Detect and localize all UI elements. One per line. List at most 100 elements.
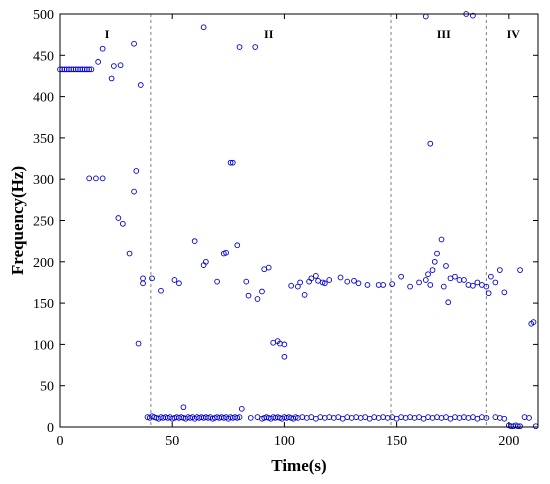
data-point	[465, 415, 472, 421]
data-point	[501, 415, 508, 422]
data-point	[317, 414, 324, 420]
data-point	[126, 250, 133, 257]
data-point	[438, 236, 445, 243]
y-tick-label: 200	[33, 256, 54, 271]
x-tick-label: 100	[274, 434, 295, 449]
data-point	[299, 414, 306, 420]
data-point	[131, 40, 137, 47]
data-point	[422, 13, 429, 20]
data-point	[452, 273, 458, 280]
data-point	[236, 414, 243, 420]
y-tick-label: 500	[33, 8, 54, 23]
data-point	[326, 277, 333, 283]
data-point	[281, 341, 288, 348]
data-point	[133, 168, 140, 174]
data-point	[384, 415, 391, 421]
data-point	[247, 415, 254, 421]
data-point	[526, 415, 532, 421]
data-point	[461, 414, 467, 420]
data-point	[86, 175, 93, 182]
data-point	[238, 405, 245, 412]
data-point	[407, 414, 413, 420]
data-point	[297, 279, 303, 286]
data-point	[530, 319, 537, 325]
data-point	[191, 238, 198, 245]
data-point	[158, 287, 164, 294]
x-tick-label: 150	[386, 434, 407, 449]
data-point	[86, 66, 93, 73]
y-tick-label: 300	[33, 173, 54, 188]
data-point	[496, 415, 503, 421]
data-point	[452, 414, 458, 420]
region-dividers	[150, 14, 487, 427]
region-labels: I II III IV	[105, 27, 521, 41]
data-point	[355, 280, 362, 287]
data-point	[176, 280, 182, 287]
data-point	[427, 140, 434, 147]
data-point	[203, 258, 209, 265]
x-tick-label: 0	[57, 434, 64, 449]
y-tick-label: 0	[47, 421, 54, 436]
data-point	[149, 275, 155, 282]
data-point	[135, 340, 142, 347]
data-point	[364, 282, 371, 288]
data-point	[357, 415, 364, 421]
data-point	[485, 290, 492, 297]
data-point	[470, 282, 476, 289]
data-point	[140, 275, 146, 282]
data-point	[398, 414, 404, 420]
data-point	[245, 292, 252, 299]
plot-frame	[59, 13, 539, 428]
data-point	[389, 281, 395, 287]
x-tick-label: 200	[498, 434, 519, 449]
data-point	[304, 415, 310, 421]
region-label: IV	[507, 27, 521, 41]
y-tick-label: 100	[33, 338, 54, 353]
data-point	[496, 267, 503, 273]
data-point	[301, 291, 308, 298]
data-point	[443, 263, 449, 269]
data-point	[326, 414, 333, 420]
data-point	[380, 414, 387, 420]
data-point	[229, 159, 236, 166]
region-label: II	[264, 27, 274, 41]
data-point	[321, 280, 328, 287]
data-point	[99, 45, 106, 52]
data-point	[425, 414, 431, 420]
data-point	[483, 283, 490, 290]
data-point	[434, 250, 440, 257]
data-point	[227, 159, 234, 166]
data-point	[461, 277, 467, 283]
data-point	[321, 415, 328, 421]
data-point	[95, 59, 102, 65]
data-point	[180, 404, 187, 411]
data-point	[236, 44, 243, 50]
y-tick-label: 150	[33, 297, 54, 312]
data-point	[514, 423, 521, 430]
data-point	[254, 296, 261, 302]
data-point	[380, 282, 387, 288]
data-point	[214, 278, 220, 285]
data-point	[402, 415, 409, 421]
data-point	[431, 258, 438, 265]
data-point	[88, 66, 95, 73]
y-tick-label: 350	[33, 132, 54, 147]
data-point	[411, 415, 418, 421]
data-point	[115, 215, 122, 221]
y-tick-label: 50	[40, 380, 54, 395]
data-point	[312, 272, 319, 279]
data-point	[427, 282, 434, 288]
data-point	[131, 188, 137, 195]
data-point	[259, 288, 265, 295]
data-point	[532, 423, 539, 430]
data-point	[492, 279, 499, 286]
region-label: I	[105, 27, 110, 41]
data-point	[375, 415, 382, 421]
data-point	[434, 414, 440, 420]
data-point	[281, 353, 288, 360]
y-axis-title: Frequency(Hz)	[8, 166, 27, 275]
data-point	[351, 277, 357, 284]
x-tick-label: 50	[165, 434, 179, 449]
data-point	[445, 299, 452, 306]
y-tick-label: 250	[33, 215, 54, 230]
